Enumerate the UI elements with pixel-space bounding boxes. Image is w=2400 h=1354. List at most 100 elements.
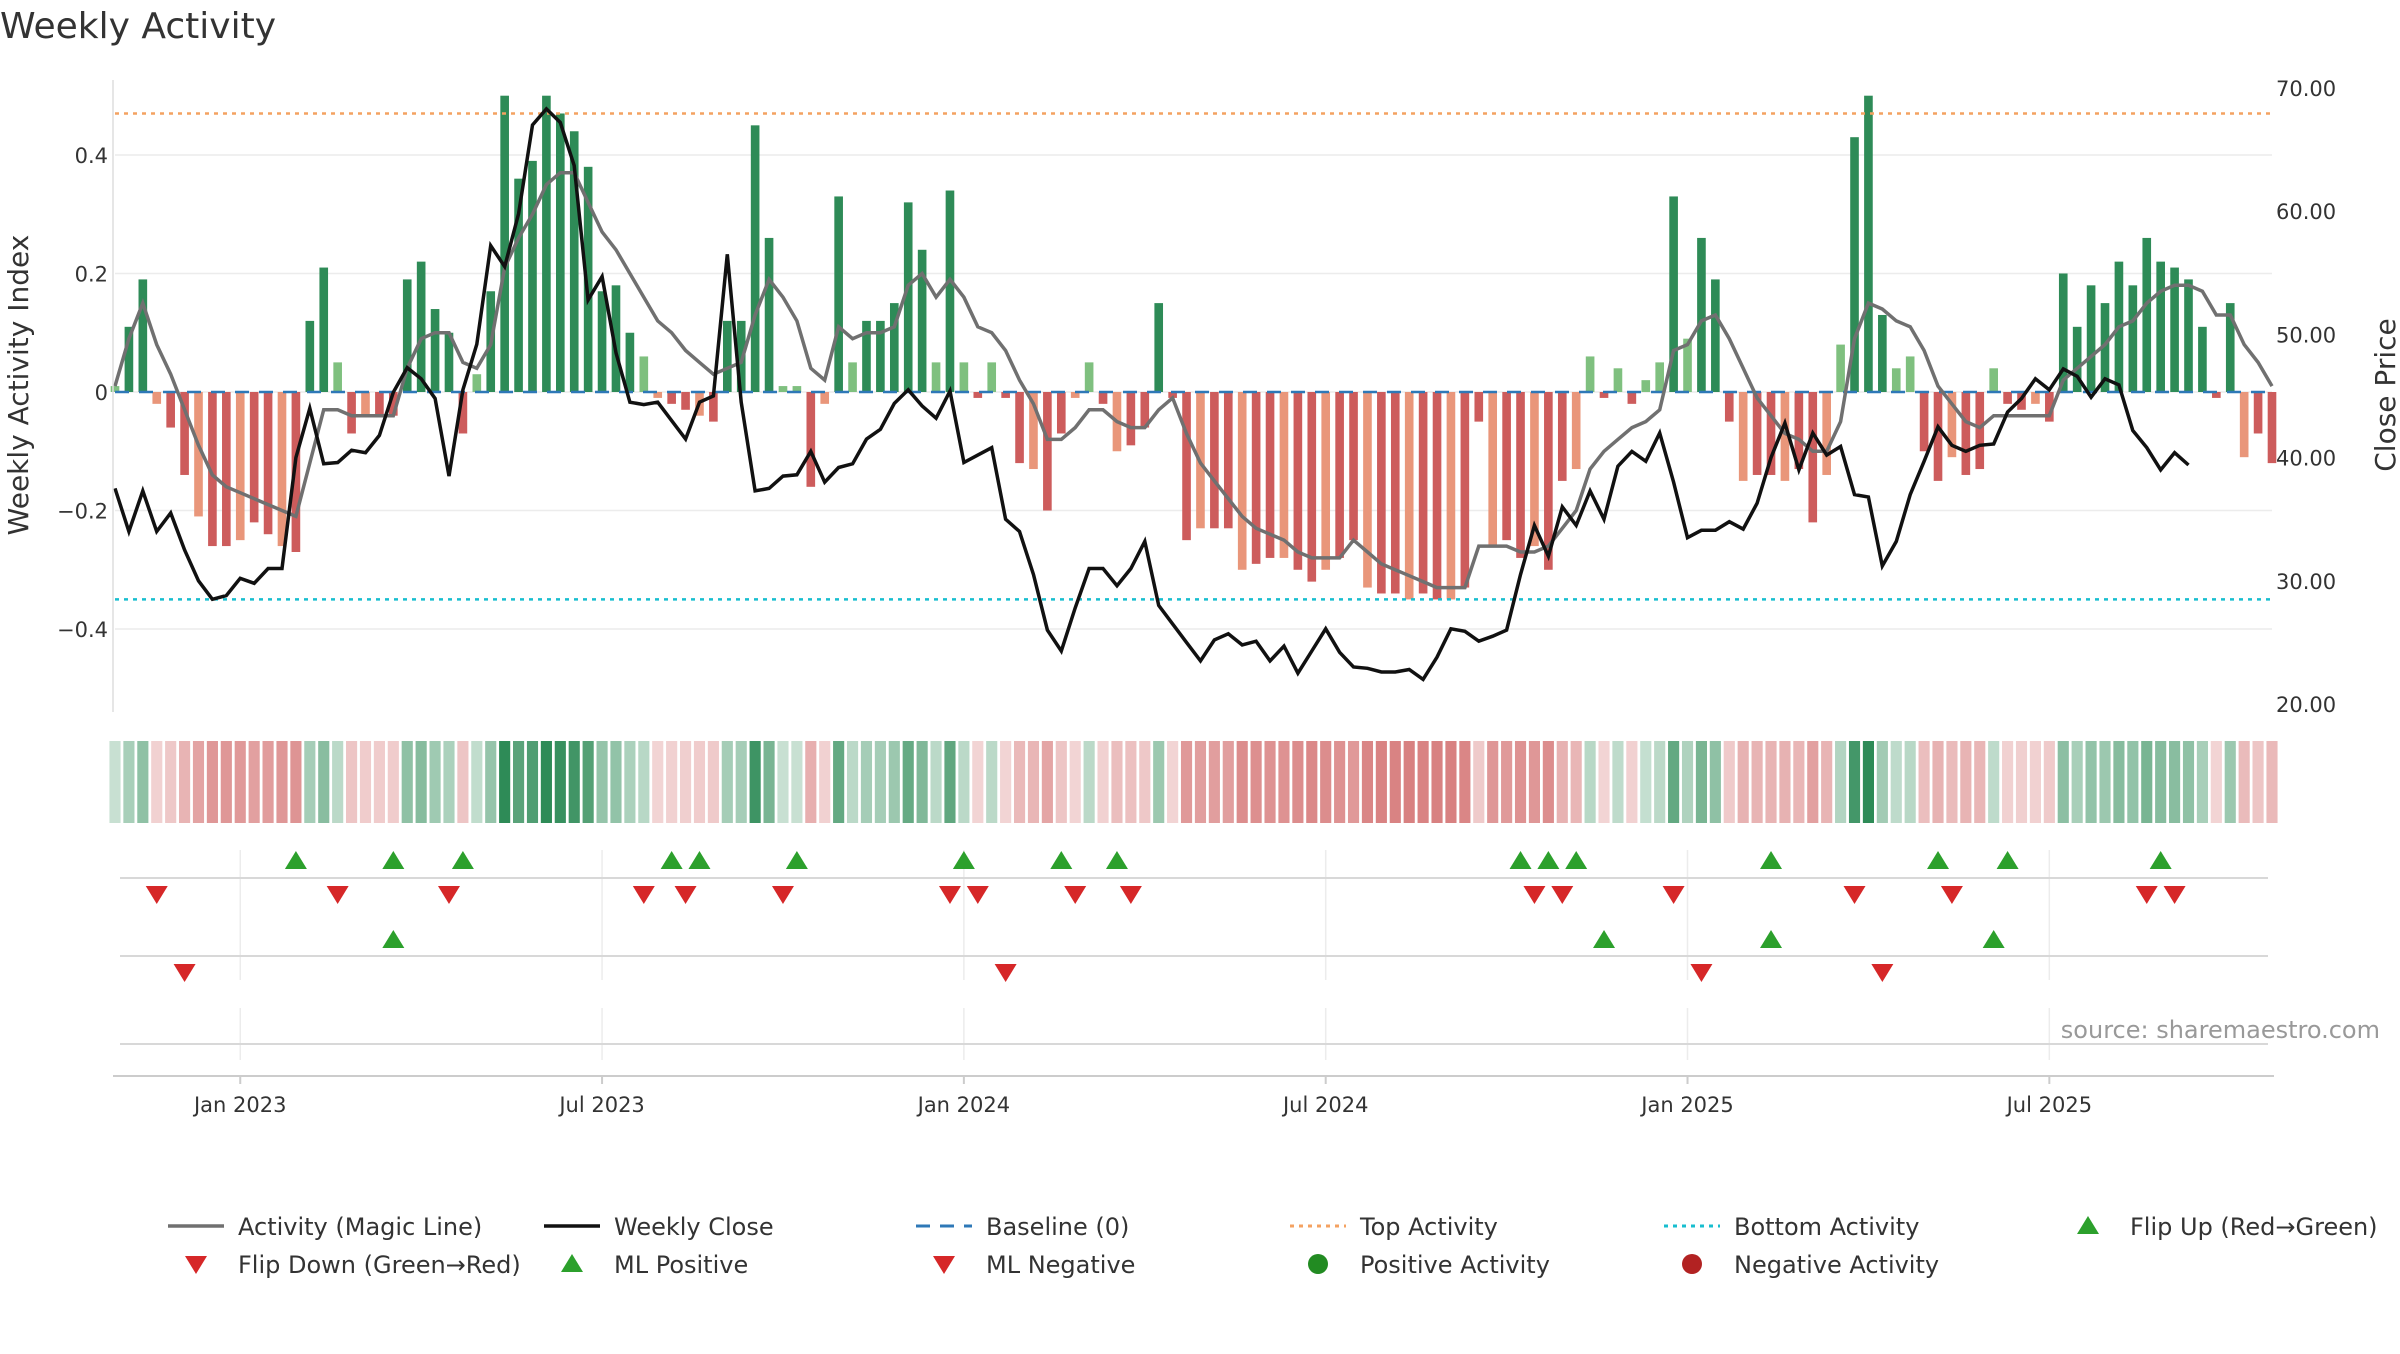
heat-cell [652, 741, 664, 823]
activity-bar [750, 125, 760, 392]
activity-bar [1919, 392, 1929, 452]
heat-cell [1236, 741, 1248, 823]
heat-cell [513, 741, 525, 823]
heat-strip [109, 741, 2278, 823]
activity-bar [1613, 368, 1623, 392]
flip-down-marker [1940, 886, 1963, 904]
heat-cell [1695, 741, 1708, 823]
activity-bar [848, 362, 857, 392]
activity-bar [2086, 285, 2096, 392]
heat-cell [1000, 741, 1012, 823]
heat-cell [1250, 741, 1262, 823]
heat-cell [1361, 741, 1374, 823]
heat-cell [443, 741, 455, 823]
heat-cell [805, 741, 817, 823]
activity-bar [2184, 279, 2193, 392]
flip-down-marker [2135, 886, 2158, 904]
x-tick-label: Jan 2023 [192, 1093, 287, 1117]
activity-bar [653, 392, 663, 398]
heat-cell [540, 741, 552, 823]
activity-bar [1836, 344, 1845, 392]
activity-bar [1307, 392, 1317, 582]
heat-cell [1890, 741, 1902, 823]
heat-cell [1055, 741, 1067, 823]
x-tick-label: Jan 2024 [916, 1093, 1011, 1117]
heat-cell [1431, 741, 1443, 823]
heat-cell [2155, 741, 2167, 823]
y-axis-label: Weekly Activity Index [2, 235, 35, 536]
heat-cell [123, 741, 135, 823]
activity-bar [458, 392, 468, 434]
heat-cell [2141, 741, 2153, 823]
flip-up-marker [2149, 851, 2172, 869]
heat-cell [2085, 741, 2097, 823]
ml-positive-marker [382, 930, 405, 948]
activity-bar [876, 320, 885, 392]
x-tick-label: Jul 2023 [557, 1093, 644, 1117]
heat-cell [346, 741, 358, 823]
activity-bar [583, 166, 593, 392]
activity-bar [667, 392, 676, 404]
flip-up-marker [1565, 851, 1588, 869]
activity-bar [778, 386, 788, 392]
activity-bar [124, 326, 134, 392]
heat-cell [2015, 741, 2028, 823]
flip-up-marker [284, 851, 307, 869]
heat-cell [332, 741, 344, 823]
heat-cell [1459, 741, 1471, 823]
heat-cell [1292, 741, 1304, 823]
activity-bar [1474, 392, 1484, 422]
flip-up-marker [688, 851, 711, 869]
flip-up-marker [785, 851, 808, 869]
heat-cell [1765, 741, 1777, 823]
legend-label: ML Positive [614, 1251, 748, 1279]
activity-bar [2267, 392, 2277, 464]
heat-cell [638, 741, 650, 823]
activity-bar [1599, 392, 1609, 398]
activity-bar [1210, 392, 1219, 529]
activity-bar [1822, 392, 1831, 475]
heat-cell [429, 741, 441, 823]
heat-cell [1974, 741, 1986, 823]
heat-cell [1723, 741, 1735, 823]
heat-cell [179, 741, 191, 823]
flip-down-marker [632, 886, 655, 904]
heat-cell [304, 741, 316, 823]
legend-item: Flip Down (Green→Red) [185, 1251, 521, 1279]
legend-label: Flip Down (Green→Red) [238, 1251, 521, 1279]
legend-item: ML Positive [561, 1251, 748, 1279]
activity-bar [569, 131, 579, 392]
flip-up-marker [1050, 851, 1073, 869]
activity-bar [1432, 392, 1442, 600]
heat-cell [1514, 741, 1527, 823]
activity-bar [389, 392, 398, 416]
heat-cell [1932, 741, 1944, 823]
flip-up-marker [1996, 851, 2019, 869]
legend-item: Top Activity [1290, 1213, 1498, 1241]
activity-bar [1905, 356, 1915, 392]
y-tick-label: −0.2 [57, 500, 108, 524]
legend-item: Negative Activity [1682, 1251, 1939, 1279]
activity-bar [1293, 392, 1303, 570]
activity-bar [1377, 392, 1386, 594]
heat-cell [1904, 741, 1916, 823]
flip-down-marker [938, 886, 961, 904]
heat-cell [2071, 741, 2083, 823]
activity-bar [2198, 326, 2207, 392]
y-tick-label: −0.4 [57, 618, 108, 642]
activity-bar [110, 386, 120, 392]
line-layer [113, 106, 2274, 682]
flip-down-marker [1064, 886, 1087, 904]
activity-bar [430, 309, 440, 392]
heat-cell [1640, 741, 1652, 823]
legend-label: Baseline (0) [986, 1213, 1129, 1241]
legend-label: Activity (Magic Line) [238, 1213, 482, 1241]
activity-bar [709, 392, 718, 422]
activity-bar [1530, 392, 1539, 547]
heat-cell [192, 741, 205, 823]
y2-tick-label: 40.00 [2276, 447, 2336, 471]
heat-cell [1570, 741, 1582, 823]
heat-cell [234, 741, 246, 823]
ml-positive-marker [1593, 930, 1616, 948]
magic-line [113, 170, 2274, 590]
